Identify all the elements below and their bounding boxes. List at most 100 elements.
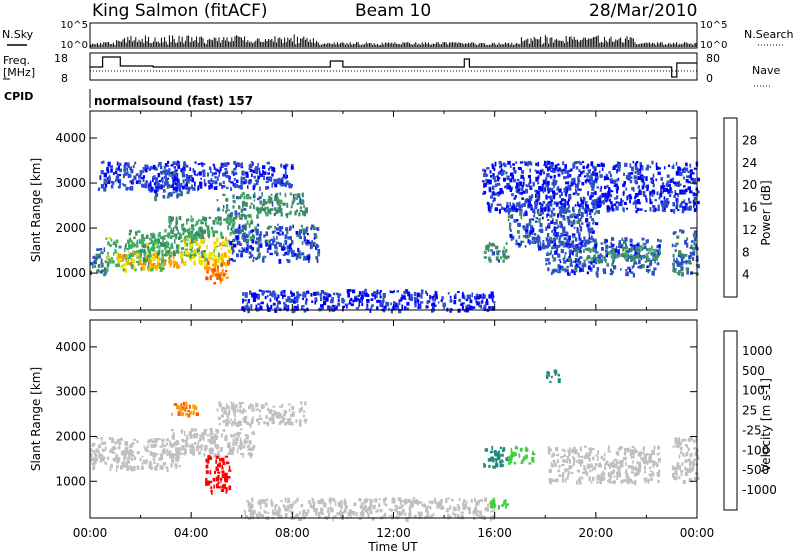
heatmap-cell xyxy=(489,450,494,454)
heatmap-cell xyxy=(125,186,129,191)
heatmap-cell xyxy=(205,265,208,269)
heatmap-cell xyxy=(513,453,517,457)
heatmap-cell xyxy=(149,180,152,186)
heatmap-cell xyxy=(217,450,220,456)
heatmap-cell xyxy=(245,239,250,243)
heatmap-cell xyxy=(291,239,294,245)
heatmap-cell xyxy=(207,179,211,184)
heatmap-cell xyxy=(171,245,174,249)
heatmap-cell xyxy=(123,173,127,176)
heatmap-cell xyxy=(218,453,221,458)
heatmap-cell xyxy=(299,197,301,203)
heatmap-cell xyxy=(212,233,215,238)
heatmap-cell xyxy=(506,201,509,206)
heatmap-cell xyxy=(598,256,601,260)
heatmap-cell xyxy=(212,219,216,225)
heatmap-cell xyxy=(417,511,420,515)
heatmap-cell xyxy=(276,231,280,235)
heatmap-cell xyxy=(568,257,572,261)
heatmap-cell xyxy=(163,444,167,447)
heatmap-cell xyxy=(627,195,631,198)
heatmap-cell xyxy=(163,169,167,174)
heatmap-cell xyxy=(398,301,401,306)
heatmap-cell xyxy=(585,218,589,223)
heatmap-cell xyxy=(590,173,593,178)
heatmap-cell xyxy=(547,180,550,186)
heatmap-cell xyxy=(615,164,618,168)
heatmap-cell xyxy=(409,503,412,509)
heatmap-cell xyxy=(354,502,357,506)
heatmap-cell xyxy=(139,250,143,253)
heatmap-cell xyxy=(148,465,151,469)
heatmap-cell xyxy=(115,239,119,244)
heatmap-cell xyxy=(490,291,494,297)
heatmap-cell xyxy=(638,250,641,253)
heatmap-cell xyxy=(100,442,105,445)
heatmap-cell xyxy=(319,293,323,297)
heatmap-cell xyxy=(150,443,154,448)
heatmap-cell xyxy=(106,178,109,184)
heatmap-cell xyxy=(497,505,501,510)
heatmap-cell xyxy=(509,202,511,207)
heatmap-cell xyxy=(632,257,636,261)
heatmap-cell xyxy=(148,258,152,263)
heatmap-cell xyxy=(580,212,584,218)
heatmap-cell xyxy=(239,250,242,253)
heatmap-cell xyxy=(161,177,164,180)
heatmap-cell xyxy=(500,168,503,172)
heatmap-cell xyxy=(589,248,592,252)
heatmap-cell xyxy=(555,166,558,172)
heatmap-cell xyxy=(169,454,173,459)
heatmap-cell xyxy=(543,207,546,212)
heatmap-cell xyxy=(271,231,275,234)
heatmap-cell xyxy=(520,461,524,465)
heatmap-cell xyxy=(167,232,170,237)
heatmap-cell xyxy=(480,499,483,502)
heatmap-cell xyxy=(493,167,496,171)
heatmap-cell xyxy=(157,250,160,255)
heatmap-cell xyxy=(484,307,486,311)
heatmap-cell xyxy=(120,437,123,441)
heatmap-cell xyxy=(545,203,548,209)
heatmap-cell xyxy=(186,220,188,225)
heatmap-cell xyxy=(226,186,229,190)
heatmap-cell xyxy=(259,231,262,236)
heatmap-cell xyxy=(594,190,597,195)
heatmap-cell xyxy=(169,440,172,445)
heatmap-cell xyxy=(515,207,518,211)
heatmap-cell xyxy=(618,243,621,248)
heatmap-cell xyxy=(184,448,187,452)
heatmap-cell xyxy=(550,170,553,173)
heatmap-cell xyxy=(287,259,291,264)
heatmap-cell xyxy=(279,229,282,233)
y-tick-label: 2000 xyxy=(55,221,86,235)
heatmap-cell xyxy=(553,179,556,184)
heatmap-cell xyxy=(638,190,641,196)
heatmap-cell xyxy=(219,242,222,247)
heatmap-cell xyxy=(515,239,518,243)
heatmap-cell xyxy=(203,429,207,434)
heatmap-cell xyxy=(225,198,229,202)
heatmap-cell xyxy=(564,254,566,260)
heatmap-cell xyxy=(272,417,275,422)
heatmap-cell xyxy=(227,442,231,447)
heatmap-cell xyxy=(546,224,551,229)
heatmap-cell xyxy=(228,222,231,226)
heatmap-cell xyxy=(91,443,95,447)
heatmap-cell xyxy=(558,465,561,469)
heatmap-cell xyxy=(269,240,271,246)
heatmap-cell xyxy=(160,258,165,263)
nsky-label: N.Sky xyxy=(2,28,34,41)
heatmap-cell xyxy=(564,202,566,207)
heatmap-cell xyxy=(638,461,642,466)
heatmap-cell xyxy=(434,499,437,504)
heatmap-cell xyxy=(347,292,350,298)
heatmap-cell xyxy=(175,453,179,458)
heatmap-cell xyxy=(297,304,299,308)
heatmap-cell xyxy=(541,169,544,172)
heatmap-cell xyxy=(139,457,142,462)
heatmap-cell xyxy=(463,309,467,313)
heatmap-cell xyxy=(340,500,343,505)
heatmap-cell xyxy=(562,203,565,206)
heatmap-cell xyxy=(503,163,507,168)
